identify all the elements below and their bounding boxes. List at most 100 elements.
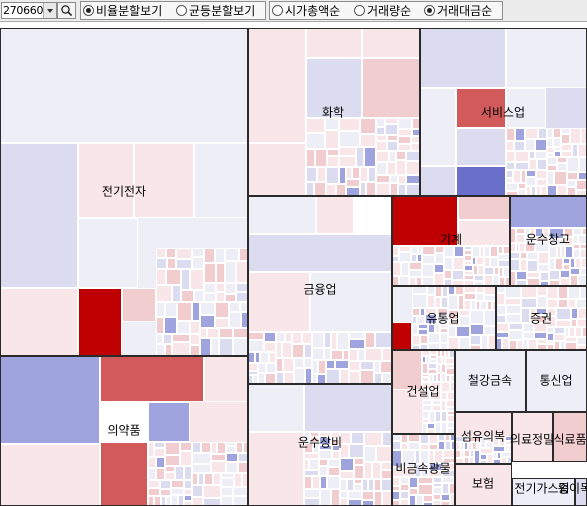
- stock-cell[interactable]: [563, 264, 570, 270]
- stock-cell[interactable]: [339, 131, 360, 147]
- stock-cell[interactable]: [537, 159, 547, 170]
- stock-cell[interactable]: [156, 248, 166, 258]
- stock-cell[interactable]: [536, 315, 547, 323]
- stock-cell[interactable]: [428, 363, 437, 369]
- stock-cell[interactable]: [429, 444, 438, 450]
- stock-cell[interactable]: [415, 450, 420, 464]
- stock-cell[interactable]: [480, 301, 487, 310]
- stock-cell[interactable]: [192, 453, 211, 464]
- stock-cell[interactable]: [335, 360, 349, 369]
- stock-cell[interactable]: [331, 350, 343, 360]
- stock-cell[interactable]: [429, 463, 442, 471]
- stock-cell[interactable]: [563, 258, 570, 264]
- stock-cell[interactable]: [156, 468, 165, 480]
- stock-cell[interactable]: [422, 377, 429, 382]
- stock-cell[interactable]: [547, 128, 553, 138]
- stock-cell[interactable]: [521, 170, 526, 183]
- stock-cell[interactable]: [516, 234, 525, 243]
- stock-cell[interactable]: [445, 441, 451, 450]
- stock-cell[interactable]: [364, 462, 372, 479]
- stock-cell[interactable]: [493, 446, 505, 452]
- stock-cell[interactable]: [506, 170, 513, 178]
- stock-cell[interactable]: [264, 342, 276, 352]
- stock-cell[interactable]: [292, 332, 302, 344]
- stock-cell[interactable]: [453, 257, 464, 270]
- stock-cell[interactable]: [215, 248, 225, 263]
- stock-cell[interactable]: [568, 299, 576, 308]
- stock-cell[interactable]: [429, 374, 433, 382]
- stock-cell[interactable]: [200, 302, 215, 315]
- stock-cell[interactable]: [134, 143, 194, 218]
- stock-cell[interactable]: [412, 308, 420, 316]
- stock-cell[interactable]: [319, 466, 328, 476]
- stock-cell[interactable]: [221, 478, 234, 487]
- stock-cell[interactable]: [190, 321, 200, 334]
- stock-cell[interactable]: [441, 373, 446, 382]
- stock-cell[interactable]: [470, 335, 481, 345]
- stock-cell[interactable]: [418, 324, 428, 329]
- stock-cell[interactable]: [390, 175, 398, 183]
- stock-cell[interactable]: [226, 442, 236, 446]
- stock-cell[interactable]: [556, 308, 571, 320]
- stock-cell[interactable]: [354, 465, 364, 479]
- stock-cell[interactable]: [420, 308, 425, 316]
- stock-cell[interactable]: [437, 357, 442, 364]
- stock-cell[interactable]: [513, 170, 521, 183]
- stock-cell[interactable]: [225, 294, 236, 302]
- stock-cell[interactable]: [78, 218, 138, 288]
- stock-cell[interactable]: [567, 157, 579, 172]
- stock-cell[interactable]: [523, 332, 534, 339]
- stock-cell[interactable]: [399, 252, 411, 262]
- stock-cell[interactable]: [572, 144, 578, 157]
- stock-cell[interactable]: [515, 128, 525, 141]
- stock-cell[interactable]: [204, 263, 216, 283]
- stock-cell[interactable]: [343, 350, 349, 360]
- stock-cell[interactable]: [349, 349, 358, 361]
- stock-cell[interactable]: [78, 143, 134, 218]
- stock-cell[interactable]: [248, 143, 306, 196]
- stock-cell[interactable]: [164, 317, 177, 334]
- stock-cell[interactable]: [506, 162, 515, 170]
- stock-cell[interactable]: [535, 228, 543, 237]
- stock-cell[interactable]: [304, 453, 319, 459]
- stock-cell[interactable]: [192, 485, 203, 497]
- stock-cell[interactable]: [340, 458, 354, 471]
- stock-cell[interactable]: [506, 151, 515, 162]
- stock-cell[interactable]: [339, 118, 360, 131]
- stock-cell[interactable]: [429, 411, 435, 423]
- stock-cell[interactable]: [200, 328, 207, 338]
- stock-cell[interactable]: [557, 246, 561, 258]
- stock-cell[interactable]: [346, 179, 360, 187]
- stock-cell[interactable]: [354, 479, 362, 484]
- stock-cell[interactable]: [165, 455, 180, 466]
- stock-cell[interactable]: [327, 156, 339, 167]
- stock-cell[interactable]: [258, 363, 266, 373]
- stock-cell[interactable]: [529, 159, 537, 170]
- stock-cell[interactable]: [435, 297, 441, 308]
- stock-cell[interactable]: [547, 138, 553, 147]
- stock-cell[interactable]: [452, 270, 464, 280]
- stock-cell[interactable]: [396, 160, 406, 175]
- stock-cell[interactable]: [310, 437, 319, 443]
- stock-cell[interactable]: [521, 298, 537, 308]
- stock-cell[interactable]: [425, 314, 437, 324]
- stock-cell[interactable]: [306, 58, 362, 118]
- stock-cell[interactable]: [556, 320, 571, 327]
- stock-cell[interactable]: [364, 432, 382, 446]
- stock-cell[interactable]: [547, 147, 554, 153]
- stock-cell[interactable]: [387, 135, 398, 141]
- stock-cell[interactable]: [215, 318, 229, 328]
- stock-cell[interactable]: [411, 246, 418, 254]
- stock-cell[interactable]: [331, 439, 340, 445]
- stock-cell[interactable]: [156, 285, 172, 302]
- stock-cell[interactable]: [411, 254, 417, 262]
- stock-cell[interactable]: [201, 442, 211, 453]
- stock-cell[interactable]: [148, 468, 156, 480]
- stock-cell[interactable]: [444, 246, 454, 257]
- stock-cell[interactable]: [460, 442, 464, 450]
- stock-cell[interactable]: [494, 267, 499, 275]
- stock-cell[interactable]: [409, 262, 422, 270]
- stock-cell[interactable]: [547, 171, 554, 185]
- stock-cell[interactable]: [387, 162, 396, 175]
- stock-cell[interactable]: [358, 349, 365, 361]
